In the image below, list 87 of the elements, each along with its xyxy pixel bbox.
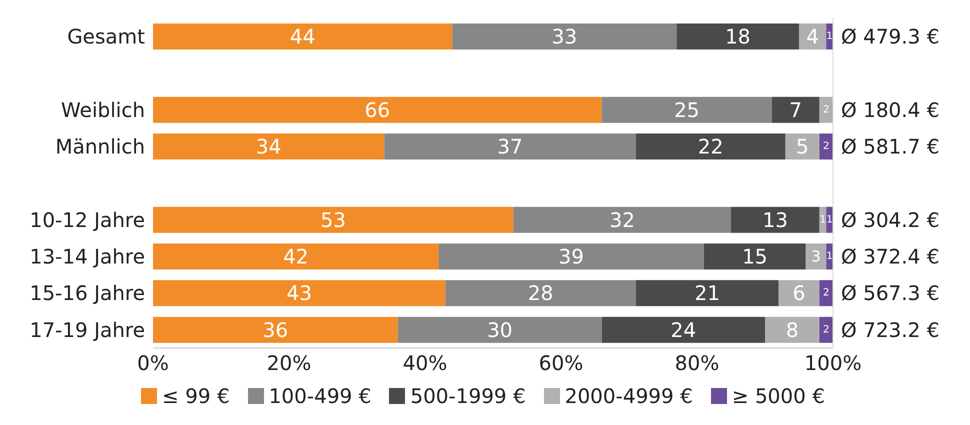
bar <box>153 244 439 270</box>
data-label: 43 <box>286 281 312 306</box>
data-label: 8 <box>786 318 799 342</box>
data-label: 3 <box>811 248 821 266</box>
text: Ø 304.2 € <box>841 208 940 232</box>
bar <box>153 206 514 233</box>
bar <box>778 280 820 306</box>
x-tick-label: 20% <box>266 351 312 376</box>
x-tick-label: 100% <box>804 351 862 376</box>
bar <box>819 134 833 160</box>
bar <box>785 134 820 160</box>
data-label: 39 <box>558 244 584 268</box>
data-label: 7 <box>789 98 802 122</box>
data-label: 2 <box>823 324 830 336</box>
bar <box>513 206 731 233</box>
x-tick-label: 80% <box>674 351 720 376</box>
y-tick-label: Weiblich <box>61 98 145 122</box>
legend-label: ≥ 5000 € <box>732 384 825 408</box>
data-label: 30 <box>487 318 513 342</box>
bar <box>819 280 833 306</box>
data-label: 1 <box>826 251 833 262</box>
bar <box>819 96 833 123</box>
legend-label: ≤ 99 € <box>162 384 230 408</box>
bar <box>438 244 704 270</box>
data-label: 37 <box>497 134 523 158</box>
data-label: 53 <box>320 208 346 232</box>
data-label: 24 <box>670 318 696 342</box>
data-label: 1 <box>826 214 833 226</box>
bar <box>602 316 765 343</box>
legend-label: 2000-4999 € <box>564 384 693 408</box>
bar <box>398 316 602 343</box>
data-label: 36 <box>262 318 288 342</box>
text: Ø 567.3 € <box>841 281 940 306</box>
text: Ø 180.4 € <box>841 98 940 122</box>
x-tick-label: 0% <box>137 351 169 376</box>
data-label: 25 <box>674 98 700 122</box>
bar <box>772 96 820 123</box>
data-label: 15 <box>742 244 768 268</box>
text: Ø 581.7 € <box>841 134 940 158</box>
bar <box>731 206 820 233</box>
bar <box>676 24 799 50</box>
text: Ø 479.3 € <box>841 24 940 48</box>
y-tick-label: 10-12 Jahre <box>30 208 145 232</box>
data-label: 33 <box>552 24 578 48</box>
data-label: 22 <box>698 134 724 158</box>
bar <box>445 280 636 306</box>
text: Ø 372.4 € <box>841 244 940 268</box>
bar <box>153 316 398 343</box>
y-tick-label: 15-16 Jahre <box>30 281 145 306</box>
data-label: 1 <box>826 31 833 42</box>
bar <box>153 96 602 123</box>
data-label: 66 <box>364 98 390 122</box>
bar <box>636 280 779 306</box>
x-tick-label: 60% <box>538 351 584 376</box>
x-tick-label: 40% <box>402 351 448 376</box>
y-tick-label: 17-19 Jahre <box>30 318 145 342</box>
data-label: 2 <box>823 104 830 116</box>
data-label: 34 <box>256 134 282 158</box>
data-label: 18 <box>725 24 751 48</box>
data-label: 42 <box>283 244 309 268</box>
y-tick-label: Männlich <box>55 134 145 158</box>
data-label: 13 <box>762 208 788 232</box>
legend-label: 500-1999 € <box>410 384 526 408</box>
y-tick-label: 13-14 Jahre <box>30 244 145 268</box>
bar <box>704 244 806 270</box>
bar <box>384 134 636 160</box>
bar <box>602 96 772 123</box>
text: Ø 723.2 € <box>841 318 940 342</box>
bar <box>452 24 677 50</box>
data-label: 2 <box>823 288 830 299</box>
data-label: 21 <box>694 281 720 306</box>
legend-label: 100-499 € <box>268 384 372 408</box>
data-label: 5 <box>796 134 809 158</box>
bar <box>765 316 820 343</box>
data-label: 44 <box>290 24 316 48</box>
data-label: 2 <box>823 141 830 152</box>
data-label: 32 <box>609 208 635 232</box>
data-label: 28 <box>528 281 554 306</box>
bar <box>153 134 384 160</box>
data-label: 1 <box>820 214 826 226</box>
bar <box>153 280 446 306</box>
bar <box>153 24 452 50</box>
bar <box>819 316 833 343</box>
y-tick-label: Gesamt <box>67 24 146 48</box>
data-label: 4 <box>806 24 819 48</box>
bar <box>636 134 786 160</box>
data-label: 6 <box>792 281 806 306</box>
